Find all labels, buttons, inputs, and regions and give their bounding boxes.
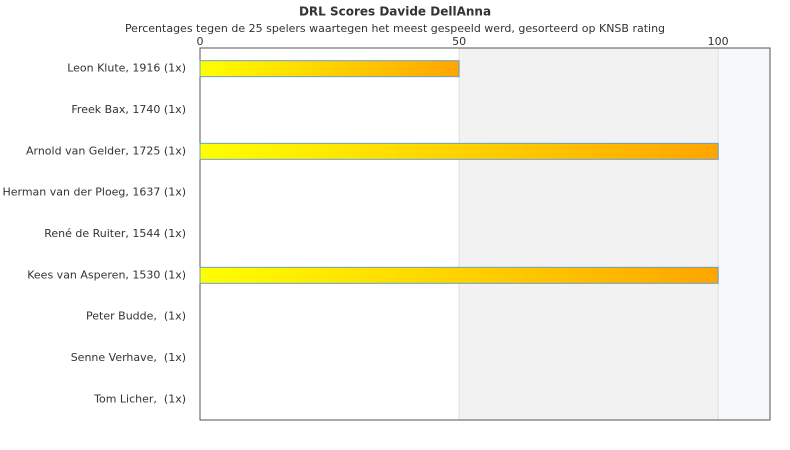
chart-title: DRL Scores Davide DellAnna: [299, 5, 491, 19]
y-tick-label: Senne Verhave, (1x): [71, 351, 186, 364]
x-tick-label: 50: [452, 35, 466, 48]
bar: [199, 142, 719, 160]
plot-border: [199, 47, 771, 421]
y-tick-label: Freek Bax, 1740 (1x): [71, 103, 186, 116]
bar: [199, 266, 719, 284]
y-tick-label: Kees van Asperen, 1530 (1x): [27, 268, 186, 281]
y-tick-label: Peter Budde, (1x): [86, 310, 186, 323]
y-tick-label: Leon Klute, 1916 (1x): [67, 62, 186, 75]
grid-band: [200, 48, 460, 420]
y-tick-label: Arnold van Gelder, 1725 (1x): [26, 144, 186, 157]
grid-band: [459, 48, 719, 420]
chart-subtitle: Percentages tegen de 25 spelers waartege…: [125, 22, 665, 35]
x-tick-label: 0: [197, 35, 204, 48]
grid-band: [718, 48, 770, 420]
y-tick-label: Tom Licher, (1x): [93, 392, 186, 405]
y-tick-label: Herman van der Ploeg, 1637 (1x): [2, 186, 186, 199]
bar: [199, 60, 460, 78]
y-tick-label: René de Ruiter, 1544 (1x): [44, 227, 186, 240]
x-tick-label: 100: [708, 35, 729, 48]
